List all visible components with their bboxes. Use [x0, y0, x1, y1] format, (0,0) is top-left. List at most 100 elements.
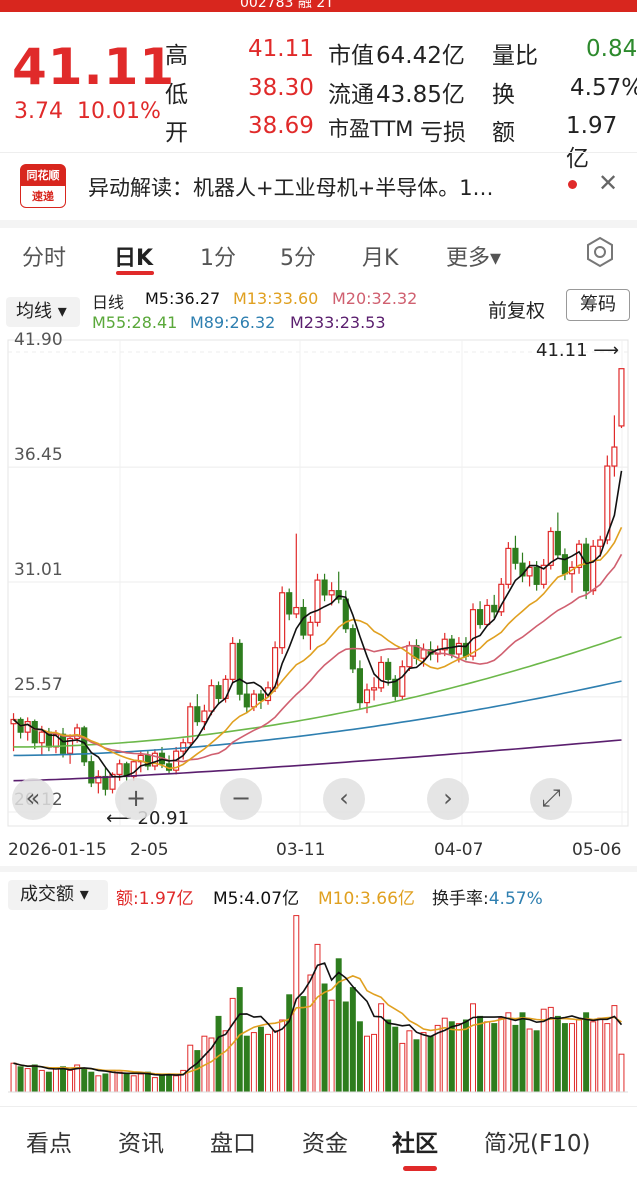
volume-bar [583, 1012, 590, 1093]
line-type-label: 日线 [92, 293, 125, 312]
scroll-right-button[interactable]: › [427, 778, 469, 820]
max-price-label: 41.11 ⟶ [536, 340, 620, 361]
volume-selector-button[interactable]: 成交额 ▾ [8, 880, 108, 910]
volume-bar [279, 1019, 286, 1093]
amount-label: 额 [492, 120, 515, 146]
chart-frame [7, 339, 629, 827]
nav-community[interactable]: 社区 [392, 1131, 438, 1157]
tab-more[interactable]: 更多▾ [446, 246, 502, 271]
candle-body [187, 706, 194, 744]
close-icon[interactable]: ✕ [598, 169, 619, 197]
candle-body [88, 761, 95, 784]
volume-bar [512, 1024, 519, 1093]
current-price: 41.11 [12, 38, 176, 96]
volume-bar [590, 1021, 597, 1093]
volume-bar [427, 1035, 434, 1093]
y-tick-label: 25.57 [14, 674, 63, 695]
ma13-value: M13:33.60 [233, 289, 319, 308]
volume-bar [166, 1073, 173, 1093]
scroll-left-fast-button[interactable]: « [12, 778, 54, 820]
open-label: 开 [165, 120, 188, 146]
volume-m5: M5:4.07亿 [213, 889, 300, 909]
candle-body [604, 465, 611, 541]
volume-bar [392, 1026, 399, 1093]
change-value: 3.74 [14, 99, 63, 124]
fullscreen-button[interactable]: ⤢ [530, 778, 572, 820]
change-percent: 10.01% [76, 99, 161, 124]
turnover-value: 4.57% [570, 75, 637, 101]
volume-bar [123, 1073, 130, 1093]
ma20-value: M20:32.32 [332, 289, 418, 308]
volume-bar [31, 1064, 38, 1093]
candle-body [229, 642, 236, 680]
divider [0, 1106, 637, 1107]
candle-body [201, 710, 208, 723]
chip-distribution-button[interactable]: 筹码 [566, 289, 630, 321]
adjust-mode-label[interactable]: 前复权 [488, 300, 546, 322]
nav-highlights[interactable]: 看点 [26, 1131, 72, 1157]
candle-body [356, 668, 363, 704]
volume-chart[interactable] [0, 908, 637, 1096]
ma55-value: M55:28.41 [92, 313, 178, 332]
tab-daily-k[interactable]: 日K [114, 246, 154, 271]
tab-5min[interactable]: 5分 [280, 246, 316, 271]
ma-selector-button[interactable]: 均线 ▾ [6, 297, 80, 327]
volume-bar [45, 1071, 52, 1093]
volume-m10: M10:3.66亿 [318, 889, 415, 909]
zoom-out-button[interactable]: − [220, 778, 262, 820]
candle-body [24, 721, 31, 733]
candlestick-chart[interactable] [0, 336, 637, 836]
tab-1min[interactable]: 1分 [200, 246, 236, 271]
volume-bar [491, 1023, 498, 1093]
candle-body [370, 687, 378, 691]
candle-body [130, 761, 137, 778]
volume-bar [307, 974, 314, 1093]
nav-order-book[interactable]: 盘口 [210, 1131, 256, 1157]
candle-body [95, 775, 102, 784]
settings-icon[interactable] [584, 236, 616, 268]
volume-bar [38, 1069, 45, 1093]
candle-body [399, 666, 406, 697]
volume-m5-line [13, 962, 623, 1076]
ma233-value: M233:23.53 [290, 313, 386, 332]
candle-body [59, 733, 67, 754]
nav-profile-f10[interactable]: 简况(F10) [484, 1131, 591, 1157]
candle-body [74, 727, 81, 740]
candle-body [469, 609, 477, 657]
candle-body [441, 638, 448, 651]
high-label: 高 [165, 43, 188, 69]
volume-bar [173, 1075, 180, 1093]
candle-body [31, 721, 38, 744]
nav-news[interactable]: 资讯 [118, 1131, 164, 1157]
candle-body [116, 763, 123, 776]
volume-bar [561, 1023, 568, 1093]
volume-bar [364, 1035, 370, 1093]
volume-bar [116, 1071, 123, 1093]
candle-body [519, 562, 526, 577]
candle-body [208, 685, 215, 712]
tab-intraday[interactable]: 分时 [22, 246, 67, 271]
volume-bar [349, 987, 356, 1093]
low-value: 38.30 [248, 75, 314, 101]
volume-ratio-value: 0.84 [586, 36, 637, 62]
candle-body [547, 530, 554, 566]
candle-body [561, 554, 568, 575]
tab-monthly-k[interactable]: 月K [362, 246, 399, 271]
candle-body [554, 530, 561, 556]
market-cap-label: 市值 [328, 43, 374, 69]
pe-label: 市盈TTM [328, 117, 414, 141]
candle-body [257, 693, 265, 702]
stock-code: 002783 融 2T [240, 0, 334, 11]
candle-body [512, 547, 519, 564]
volume-bar [356, 1021, 363, 1093]
candle-body [151, 752, 158, 767]
nav-capital[interactable]: 资金 [302, 1131, 348, 1157]
ma233-line [13, 739, 622, 782]
zoom-in-button[interactable]: + [115, 778, 157, 820]
candle-body [279, 592, 286, 649]
volume-bar [335, 958, 342, 1093]
candle-body [321, 579, 328, 596]
volume-bar [505, 1012, 512, 1093]
scroll-left-button[interactable]: ‹ [323, 778, 365, 820]
news-headline[interactable]: 异动解读：机器人+工业母机+半导体。1… [88, 176, 494, 200]
